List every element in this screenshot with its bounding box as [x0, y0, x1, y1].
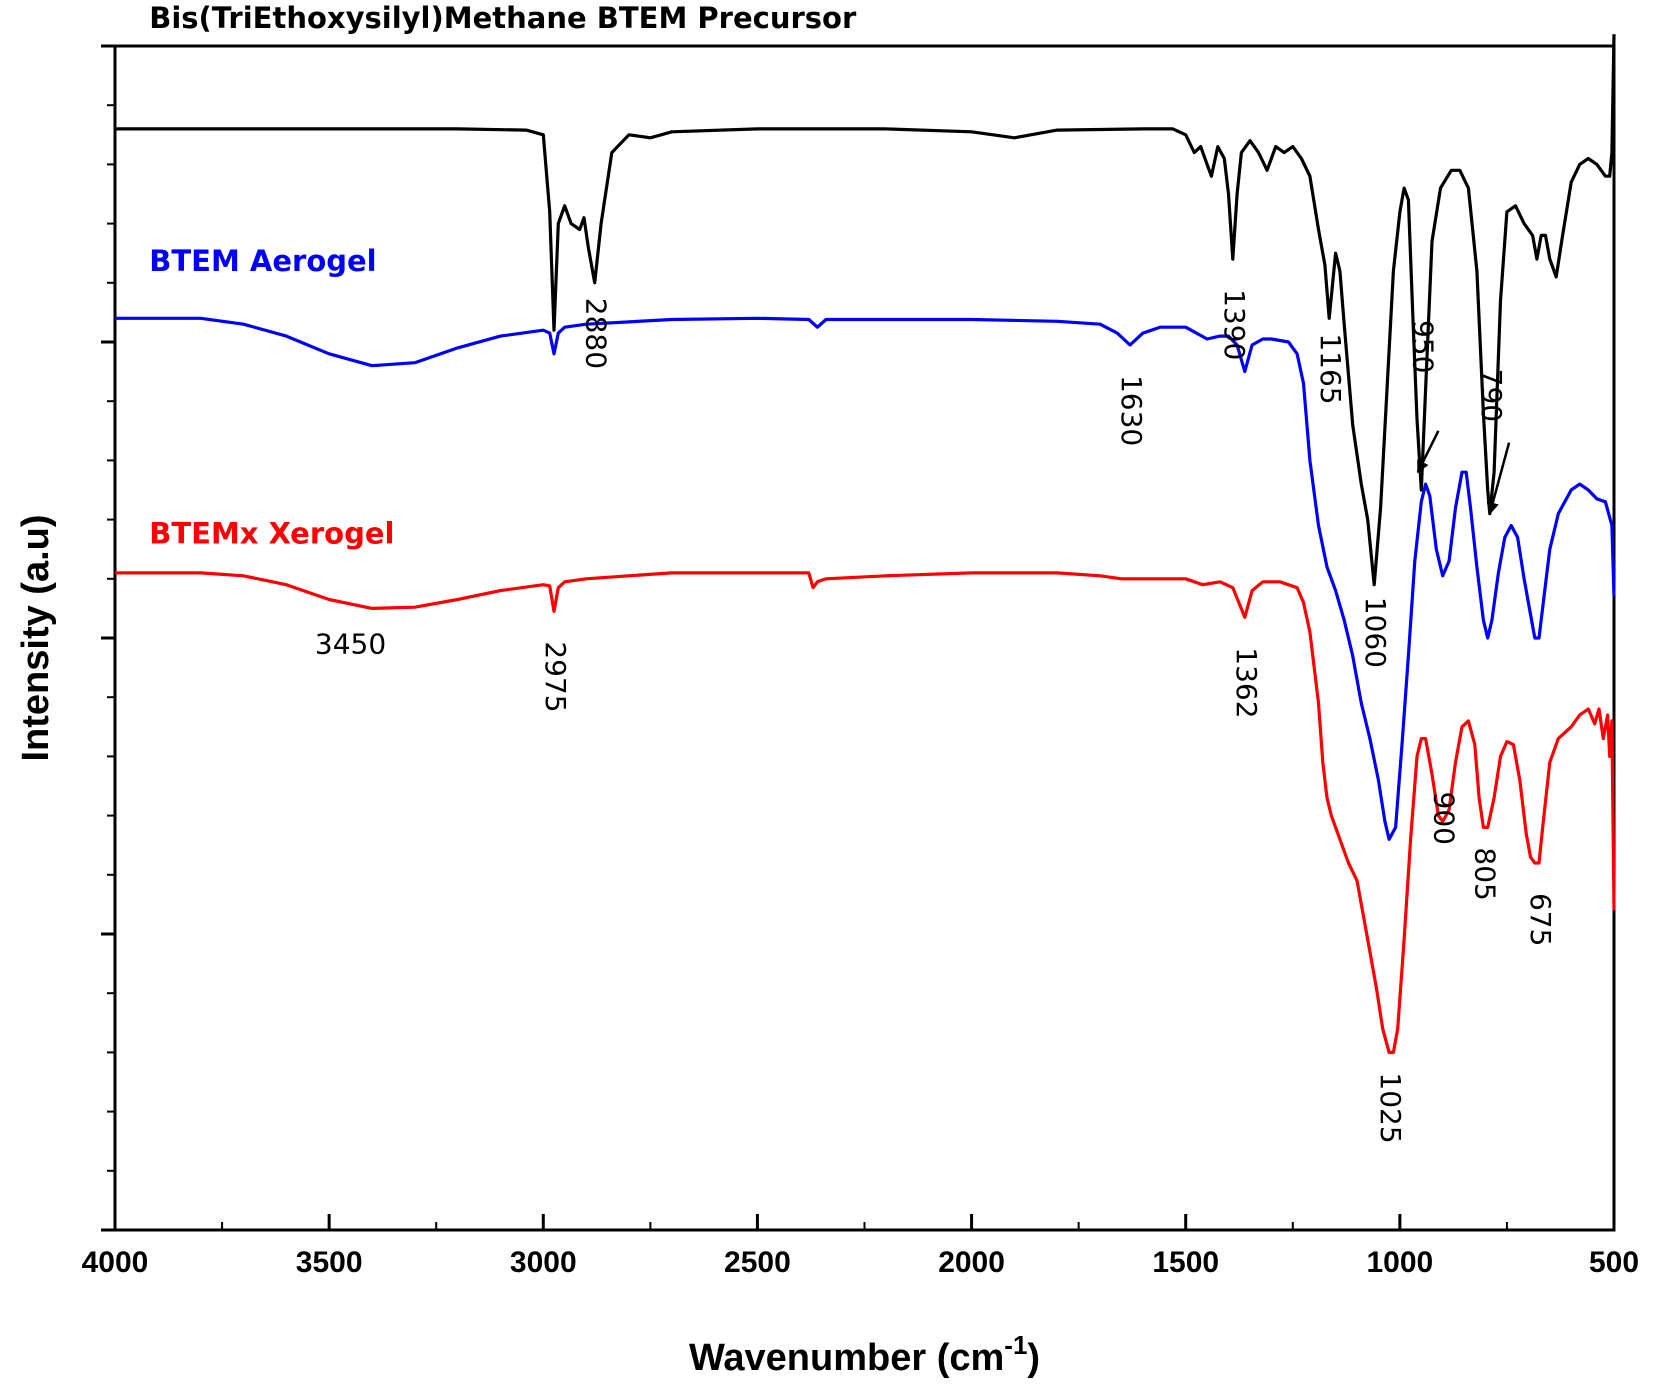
peak-arrow	[1486, 442, 1511, 515]
peak-label: 1390	[1218, 289, 1251, 360]
x-tick-label: 4000	[82, 1246, 149, 1279]
axes-group: 4000 3500 3000 2500 2000 1500 1000 500	[82, 44, 1639, 1279]
series-label-3: BTEMx Xerogel	[149, 516, 394, 550]
series-label-2: BTEM Aerogel	[149, 244, 376, 278]
x-tick-label: 3000	[510, 1246, 577, 1279]
x-axis-title: Wavenumber (cm-1)	[689, 1330, 1040, 1379]
peak-label: 2880	[580, 298, 613, 369]
peak-label: 675	[1524, 893, 1557, 946]
peak-label: 900	[1428, 792, 1461, 845]
peak-label: 1362	[1230, 647, 1263, 718]
x-axis-title-superscript: -1	[1004, 1330, 1027, 1360]
peak-label: 3450	[315, 627, 386, 660]
peak-label: 790	[1475, 369, 1508, 422]
series-line-3	[115, 571, 1616, 1054]
peak-label: 1060	[1359, 597, 1392, 668]
y-axis-title: Intensity (a.u)	[15, 514, 57, 761]
peak-label: 1025	[1374, 1072, 1407, 1143]
peak-label: 950	[1406, 320, 1439, 373]
annotation-layer: Bis(TriEthoxysilyl)Methane BTEM Precurso…	[149, 1, 1557, 1143]
x-tick-label: 1000	[1366, 1246, 1433, 1279]
series-layer	[115, 34, 1616, 1054]
x-tick-label: 2000	[938, 1246, 1005, 1279]
x-axis-title-main: Wavenumber (cm	[689, 1337, 1004, 1379]
x-tick-label: 1500	[1152, 1246, 1219, 1279]
series-line-2	[115, 316, 1616, 841]
peak-label: 1630	[1115, 375, 1148, 446]
series-label-1: Bis(TriEthoxysilyl)Methane BTEM Precurso…	[149, 1, 857, 35]
x-tick-label: 2500	[724, 1246, 791, 1279]
peak-label: 805	[1468, 847, 1501, 900]
x-tick-label: 3500	[296, 1246, 363, 1279]
series-line-1	[115, 34, 1616, 587]
peak-arrow	[1416, 430, 1440, 474]
x-axis-title-close: )	[1027, 1337, 1040, 1379]
peak-label: 1165	[1314, 333, 1347, 404]
peak-label: 2975	[539, 641, 572, 712]
x-tick-label: 500	[1589, 1246, 1639, 1279]
